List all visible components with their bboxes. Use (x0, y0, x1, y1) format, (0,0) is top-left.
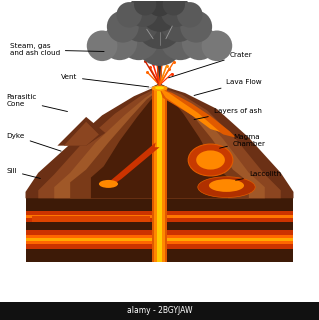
Polygon shape (163, 211, 293, 215)
Circle shape (180, 11, 212, 43)
Polygon shape (163, 249, 293, 262)
Polygon shape (38, 87, 281, 198)
Polygon shape (157, 88, 162, 262)
Circle shape (102, 25, 137, 60)
Polygon shape (160, 88, 236, 138)
Circle shape (116, 2, 142, 28)
Polygon shape (26, 85, 293, 198)
Text: Dyke: Dyke (6, 133, 61, 151)
Polygon shape (156, 39, 163, 85)
Polygon shape (91, 92, 228, 198)
Polygon shape (163, 218, 293, 222)
Circle shape (134, 0, 156, 15)
Ellipse shape (99, 180, 118, 188)
Polygon shape (64, 122, 99, 146)
Polygon shape (163, 244, 293, 249)
Polygon shape (152, 88, 167, 262)
Polygon shape (26, 218, 156, 222)
Polygon shape (163, 241, 293, 244)
Circle shape (163, 0, 185, 15)
Text: Magma
Chamber: Magma Chamber (219, 134, 266, 148)
Polygon shape (160, 88, 220, 132)
Polygon shape (26, 198, 156, 211)
Polygon shape (26, 211, 156, 215)
Ellipse shape (196, 150, 225, 170)
Text: Sill: Sill (6, 168, 41, 179)
Circle shape (182, 25, 217, 60)
Polygon shape (163, 215, 293, 218)
Polygon shape (57, 117, 105, 146)
Polygon shape (154, 88, 165, 262)
Circle shape (107, 11, 139, 43)
Polygon shape (163, 238, 293, 241)
Polygon shape (163, 230, 293, 235)
Text: Lava Flow: Lava Flow (194, 79, 262, 95)
Text: Laccolith: Laccolith (236, 171, 281, 180)
Circle shape (87, 30, 117, 61)
Text: Steam, gas
and ash cloud: Steam, gas and ash cloud (10, 44, 104, 56)
Circle shape (160, 20, 200, 60)
Ellipse shape (198, 177, 255, 197)
Ellipse shape (209, 179, 244, 192)
Polygon shape (26, 198, 156, 262)
Polygon shape (163, 198, 293, 262)
Polygon shape (163, 222, 293, 230)
Polygon shape (145, 84, 174, 90)
Polygon shape (26, 235, 156, 238)
Ellipse shape (152, 85, 167, 91)
Ellipse shape (188, 144, 233, 176)
Circle shape (160, 5, 197, 42)
Polygon shape (26, 222, 156, 230)
Polygon shape (26, 249, 156, 262)
Polygon shape (32, 216, 150, 222)
Polygon shape (163, 198, 293, 211)
Polygon shape (26, 238, 156, 241)
Circle shape (122, 5, 159, 42)
Polygon shape (70, 90, 249, 198)
Text: Parasitic
Cone: Parasitic Cone (6, 94, 68, 112)
Circle shape (202, 30, 232, 61)
Text: Crater: Crater (168, 52, 252, 78)
Circle shape (147, 0, 172, 16)
Text: Layers of ash: Layers of ash (194, 108, 262, 120)
Circle shape (177, 2, 203, 28)
Circle shape (128, 0, 158, 27)
Circle shape (141, 0, 178, 32)
Circle shape (161, 0, 191, 27)
Polygon shape (0, 302, 319, 319)
Polygon shape (26, 230, 156, 235)
Polygon shape (54, 88, 265, 198)
Circle shape (119, 20, 159, 60)
Polygon shape (26, 215, 156, 218)
Polygon shape (156, 252, 163, 262)
Polygon shape (26, 241, 156, 244)
Polygon shape (163, 235, 293, 238)
Text: alamy - 2BGYJAW: alamy - 2BGYJAW (127, 306, 192, 316)
Circle shape (137, 3, 182, 49)
Ellipse shape (155, 86, 164, 90)
Text: Vent: Vent (61, 74, 149, 87)
Polygon shape (108, 142, 160, 186)
Polygon shape (26, 244, 156, 249)
Circle shape (136, 18, 183, 66)
